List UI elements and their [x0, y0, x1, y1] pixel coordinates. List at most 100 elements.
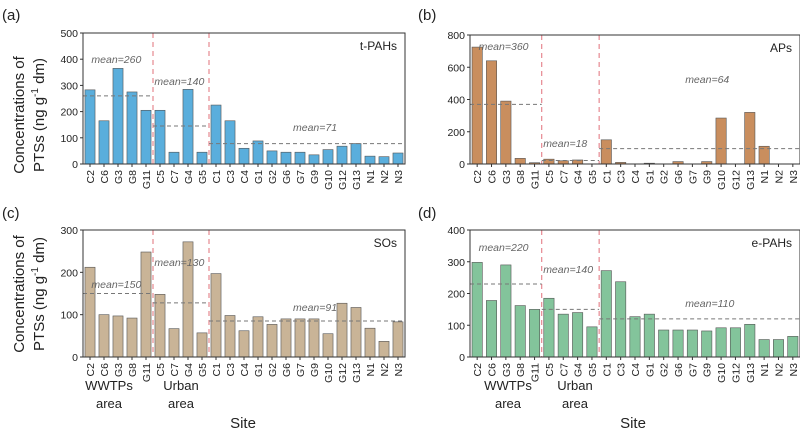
bar-c6 [98, 314, 110, 358]
x-tick-label: G7 [295, 363, 307, 377]
y-tick-label: 500 [60, 28, 78, 40]
bar-g12 [336, 302, 348, 358]
bar-c6 [486, 300, 497, 358]
x-tick-label: G11 [141, 363, 153, 382]
x-tick-label: G4 [183, 170, 195, 184]
bar-g8 [126, 91, 138, 165]
bar-g7 [294, 151, 306, 165]
mean-label: mean=140 [154, 76, 204, 88]
x-tick-label: C2 [472, 170, 484, 184]
y-tick-label: 800 [447, 30, 465, 42]
x-tick-label: G6 [673, 363, 685, 377]
y-tick-label: 400 [447, 95, 465, 107]
mean-label: mean=140 [543, 264, 593, 276]
y-tick-label: 200 [60, 267, 78, 279]
bar-c2 [471, 46, 483, 165]
x-tick-label: C6 [99, 170, 111, 184]
x-tick-label: N3 [393, 363, 405, 377]
x-tick-label: N2 [774, 170, 786, 184]
bar-g1 [643, 313, 655, 358]
bar-g10 [322, 149, 334, 165]
x-tick-label: C5 [155, 363, 167, 377]
x-tick-label: G4 [573, 170, 585, 184]
bar-g2 [266, 324, 278, 358]
x-tick-label: C6 [487, 170, 499, 184]
x-tick-label: G7 [687, 170, 699, 184]
x-tick-label: C3 [225, 363, 237, 377]
bar-g1 [252, 316, 264, 358]
bar-g3 [500, 264, 512, 358]
x-tick-label: G1 [253, 170, 265, 184]
mean-label: mean=260 [91, 54, 141, 66]
group-label-wwtps-line1: WWTPs [484, 378, 532, 393]
bar-g7 [294, 318, 306, 358]
bar-g6 [280, 318, 292, 358]
y-tick-label: 200 [60, 107, 78, 119]
bar-c5 [543, 158, 555, 165]
x-tick-label: G5 [197, 170, 209, 184]
x-tick-label: G1 [644, 170, 656, 184]
y-tick-label: 200 [447, 289, 465, 301]
bar-c5 [154, 294, 166, 358]
bar-c6 [486, 60, 497, 165]
x-tick-label: G1 [253, 363, 265, 377]
x-tick-label: G11 [141, 170, 153, 189]
x-tick-label: G6 [281, 363, 293, 377]
x-tick-label: G13 [351, 170, 363, 190]
panel-d: (d) mean=220 mean=140 mean=110 e-PAHs 0 100 200… [418, 205, 800, 383]
group-label-urban-line1: Urban [163, 378, 198, 393]
x-tick-label: C2 [472, 363, 484, 377]
bar-g6 [672, 329, 684, 358]
bar-g6 [280, 151, 292, 165]
y-tick-label: 300 [447, 257, 465, 269]
bar-g2 [266, 150, 278, 165]
x-tick-label: C5 [544, 363, 556, 377]
y-tick-label: 300 [60, 225, 78, 237]
bar-g9 [308, 154, 320, 165]
mean-label: mean=64 [685, 74, 729, 86]
x-tick-label: G12 [730, 363, 742, 383]
panels: (a) mean=260 mean=140 mean=71 t-PAHs 0 100 200 3… [2, 7, 800, 383]
group-label-urban-line2: area [168, 396, 195, 411]
x-tick-label: G1 [644, 363, 656, 377]
bar-g9 [308, 318, 320, 358]
bar-c3 [224, 120, 236, 165]
panel-title: SOs [374, 236, 397, 250]
bar-g10 [715, 327, 727, 358]
group-label-wwtps-line1: WWTPs [85, 378, 133, 393]
bar-g3 [500, 100, 512, 165]
bar-g5 [586, 326, 598, 358]
x-tick-label: G5 [587, 170, 599, 184]
bar-g11 [140, 109, 152, 165]
bar-g4 [182, 89, 194, 165]
x-tick-label: G9 [309, 363, 321, 377]
bar-n1 [364, 327, 376, 358]
x-tick-label: G13 [745, 363, 757, 383]
y-tick-label: 0 [72, 159, 78, 171]
y-tick-label: 400 [447, 225, 465, 237]
bar-n2 [378, 156, 390, 165]
x-tick-label: G5 [587, 363, 599, 377]
panel-label: (c) [2, 205, 20, 222]
x-tick-label: C1 [601, 363, 613, 377]
x-axis-title-left: Site [230, 415, 256, 432]
x-tick-label: G8 [515, 170, 527, 184]
x-tick-label: C1 [211, 363, 223, 377]
x-tick-label: G2 [659, 170, 671, 184]
x-tick-label: C7 [558, 363, 570, 377]
bar-c1 [210, 104, 222, 165]
bar-n3 [392, 321, 404, 358]
bar-g13 [744, 323, 756, 358]
mean-label: mean=150 [91, 279, 141, 291]
x-tick-label: G11 [530, 170, 542, 189]
bar-g8 [514, 305, 526, 358]
x-tick-label: N2 [774, 363, 786, 377]
mean-label: mean=18 [543, 138, 587, 150]
x-tick-label: G13 [351, 363, 363, 383]
y-axis-label-bottom: Concentrations of PTSs (ng g-1 dm) [11, 234, 48, 352]
x-tick-label: G4 [573, 363, 585, 377]
x-tick-label: G10 [323, 170, 335, 190]
bar-g13 [350, 143, 362, 165]
bar-c5 [154, 109, 166, 165]
x-tick-label: C3 [225, 170, 237, 184]
